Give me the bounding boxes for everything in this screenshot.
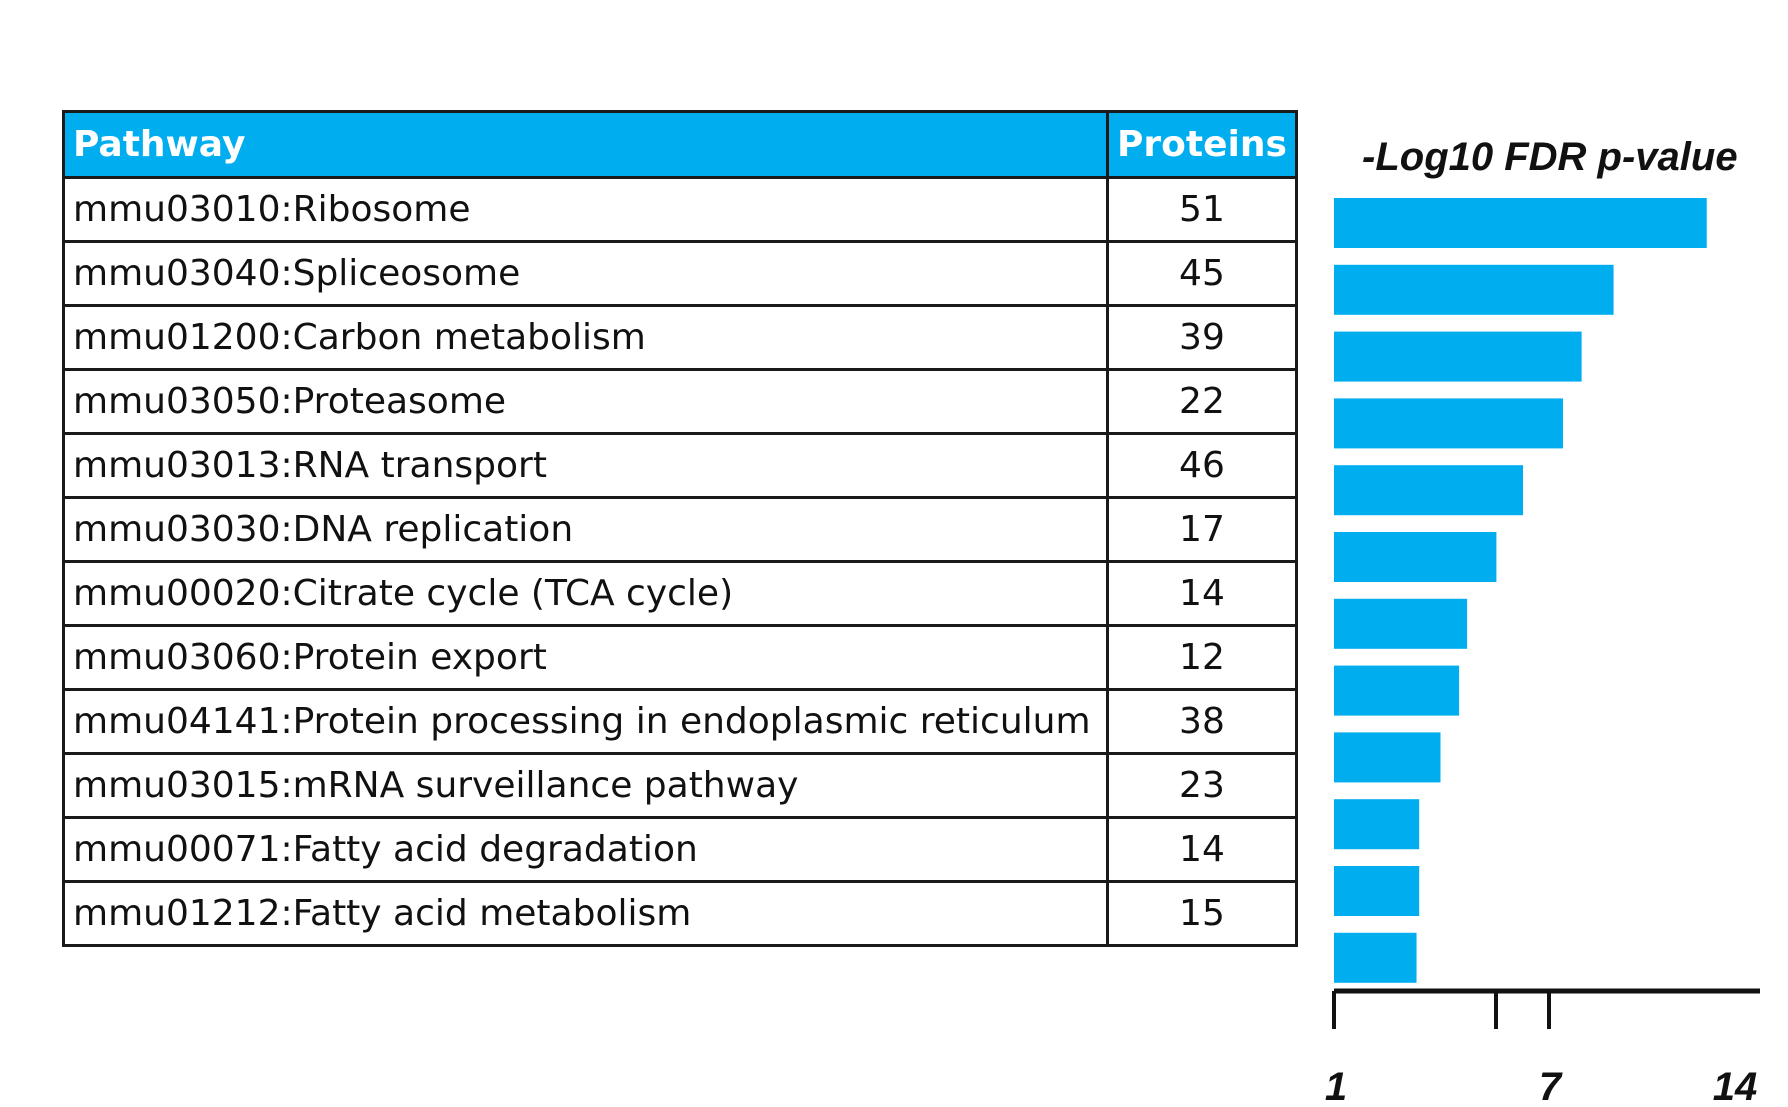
pathway-cell: mmu03040:Spliceosome xyxy=(62,240,1109,307)
pathway-table: Pathway Proteins mmu03010:Ribosome 51 mm… xyxy=(62,110,1298,947)
x-tick-label: 1 xyxy=(1325,1065,1347,1107)
proteins-cell: 12 xyxy=(1106,624,1298,691)
pathway-table-container: Pathway Proteins mmu03010:Ribosome 51 mm… xyxy=(62,110,1298,947)
bar xyxy=(1334,331,1582,382)
table-row: mmu01200:Carbon metabolism 39 xyxy=(62,304,1298,371)
table-row: mmu00020:Citrate cycle (TCA cycle) 14 xyxy=(62,560,1298,627)
table-row: mmu03030:DNA replication 17 xyxy=(62,496,1298,563)
proteins-cell: 14 xyxy=(1106,816,1298,883)
bar xyxy=(1334,665,1460,716)
bar xyxy=(1334,532,1497,582)
table-row: mmu03060:Protein export 12 xyxy=(62,624,1298,691)
bar xyxy=(1334,598,1468,649)
bar xyxy=(1334,465,1524,516)
proteins-cell: 17 xyxy=(1106,496,1298,563)
proteins-cell: 14 xyxy=(1106,560,1298,627)
chart-title: -Log10 FDR p-value xyxy=(1362,135,1738,179)
bar xyxy=(1334,264,1614,315)
table-row: mmu03013:RNA transport 46 xyxy=(62,432,1298,499)
proteins-cell: 38 xyxy=(1106,688,1298,755)
table-row: mmu03050:Proteasome 22 xyxy=(62,368,1298,435)
proteins-cell: 23 xyxy=(1106,752,1298,819)
table-row: mmu03010:Ribosome 51 xyxy=(62,176,1298,243)
pathway-cell: mmu01212:Fatty acid metabolism xyxy=(62,880,1109,947)
proteins-cell: 45 xyxy=(1106,240,1298,307)
bar xyxy=(1334,398,1563,449)
proteins-cell: 51 xyxy=(1106,176,1298,243)
bar xyxy=(1334,866,1420,916)
table-row: mmu03040:Spliceosome 45 xyxy=(62,240,1298,307)
pathway-cell: mmu03015:mRNA surveillance pathway xyxy=(62,752,1109,819)
proteins-cell: 22 xyxy=(1106,368,1298,435)
pathway-cell: mmu01200:Carbon metabolism xyxy=(62,304,1109,371)
x-tick-label: 14 xyxy=(1713,1065,1758,1107)
pathway-cell: mmu03060:Protein export xyxy=(62,624,1109,691)
pathway-cell: mmu03013:RNA transport xyxy=(62,432,1109,499)
pathway-cell: mmu00020:Citrate cycle (TCA cycle) xyxy=(62,560,1109,627)
table-row: mmu03015:mRNA surveillance pathway 23 xyxy=(62,752,1298,819)
table-row: mmu01212:Fatty acid metabolism 15 xyxy=(62,880,1298,947)
proteins-cell: 15 xyxy=(1106,880,1298,947)
bar xyxy=(1334,732,1441,783)
pathway-cell: mmu03050:Proteasome xyxy=(62,368,1109,435)
table-row: mmu00071:Fatty acid degradation 14 xyxy=(62,816,1298,883)
proteins-cell: 39 xyxy=(1106,304,1298,371)
pathway-cell: mmu03030:DNA replication xyxy=(62,496,1109,563)
table-header-row: Pathway Proteins xyxy=(62,110,1298,179)
x-tick-label: 7 xyxy=(1539,1065,1563,1107)
pathway-cell: mmu04141:Protein processing in endoplasm… xyxy=(62,688,1109,755)
proteins-cell: 46 xyxy=(1106,432,1298,499)
bar xyxy=(1334,932,1417,983)
bar xyxy=(1334,198,1707,248)
header-proteins: Proteins xyxy=(1106,110,1298,179)
table-row: mmu04141:Protein processing in endoplasm… xyxy=(62,688,1298,755)
header-pathway: Pathway xyxy=(62,110,1109,179)
pathway-cell: mmu00071:Fatty acid degradation xyxy=(62,816,1109,883)
pathway-cell: mmu03010:Ribosome xyxy=(62,176,1109,243)
bar xyxy=(1334,799,1420,850)
